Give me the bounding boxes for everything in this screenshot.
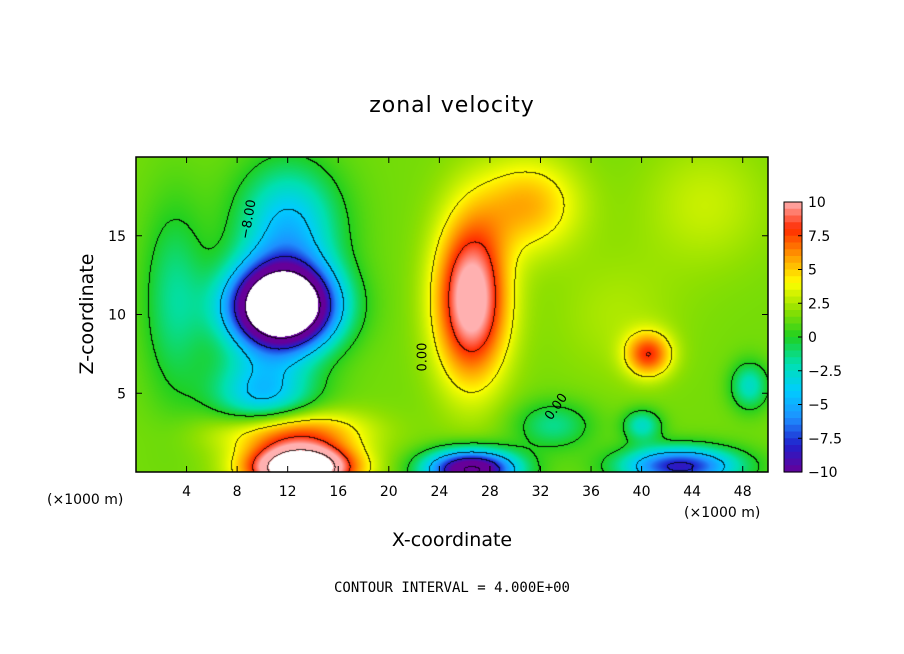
y-axis-label: Z-coordinate <box>76 254 98 375</box>
colorbar-band <box>784 323 802 331</box>
colorbar-band <box>784 465 802 473</box>
contour-interval-note: CONTOUR INTERVAL = 4.000E+00 <box>334 580 570 596</box>
x-tick-label: 12 <box>279 484 297 500</box>
colorbar: 10 7.5 5 2.5 0 −2.5 −5 −7.5 −10 <box>783 195 842 481</box>
x-tick-label: 20 <box>380 484 398 500</box>
x-tick-label: 24 <box>430 484 448 500</box>
colorbar-band <box>784 269 802 277</box>
contour-label: −8.00 <box>238 198 260 240</box>
colorbar-band <box>784 370 802 379</box>
colorbar-band <box>784 357 802 365</box>
colorbar-tick-label: 0 <box>808 330 817 346</box>
colorbar-band <box>784 438 802 446</box>
colorbar-band <box>784 384 802 392</box>
colorbar-band <box>784 215 802 223</box>
colorbar-tick-label: −7.5 <box>808 431 842 447</box>
x-tick-label: 36 <box>582 484 600 500</box>
x-tick-label: 28 <box>481 484 499 500</box>
x-tick-label: 16 <box>329 484 347 500</box>
colorbar-tick-label: −5 <box>808 398 829 414</box>
colorbar-band <box>784 431 802 439</box>
colorbar-tick-label: 5 <box>808 263 817 279</box>
x-units-label-right: (×1000 m) <box>684 505 760 521</box>
colorbar-band <box>784 283 802 291</box>
x-tick-label: 40 <box>633 484 651 500</box>
colorbar-tick-label: 10 <box>808 195 826 211</box>
colorbar-band <box>784 242 802 250</box>
x-axis-ticks: 4 8 12 16 20 24 28 32 36 40 44 48 <box>182 157 752 500</box>
colorbar-band <box>784 310 802 318</box>
colorbar-band <box>784 451 802 460</box>
colorbar-band <box>784 229 802 237</box>
colorbar-band <box>784 208 802 217</box>
colorbar-band <box>784 418 802 426</box>
colorbar-band <box>784 458 802 466</box>
colorbar-band <box>784 202 802 210</box>
colorbar-band <box>784 377 802 385</box>
x-tick-label: 8 <box>233 484 242 500</box>
colorbar-band <box>784 222 802 230</box>
colorbar-band <box>784 337 802 345</box>
chart-title: zonal velocity <box>369 93 535 118</box>
colorbar-band <box>784 262 802 271</box>
colorbar-band <box>784 350 802 358</box>
x-tick-label: 4 <box>182 484 191 500</box>
colorbar-band <box>784 404 802 412</box>
x-units-label-left: (×1000 m) <box>47 492 123 508</box>
colorbar-band <box>784 343 802 352</box>
colorbar-band <box>784 445 802 453</box>
colorbar-band <box>784 289 802 298</box>
colorbar-band <box>784 296 802 304</box>
colorbar-tick-label: −10 <box>808 465 838 481</box>
colorbar-band <box>784 276 802 284</box>
x-tick-label: 32 <box>532 484 550 500</box>
heatmap-image <box>136 157 768 472</box>
y-tick-label: 5 <box>117 386 126 402</box>
x-axis-label: X-coordinate <box>392 529 512 551</box>
colorbar-tick-label: −2.5 <box>808 364 842 380</box>
contour-label: 0.00 <box>416 343 431 372</box>
colorbar-band <box>784 249 802 257</box>
colorbar-band <box>784 411 802 419</box>
colorbar-band <box>784 424 802 433</box>
colorbar-band <box>784 235 802 244</box>
colorbar-band <box>784 316 802 325</box>
colorbar-band <box>784 303 802 311</box>
y-axis-ticks: 5 10 15 <box>108 229 768 402</box>
y-tick-label: 10 <box>108 308 126 324</box>
colorbar-band <box>784 256 802 264</box>
plot-area: −8.000.000.00 <box>135 156 769 473</box>
colorbar-band <box>784 330 802 338</box>
x-tick-label: 44 <box>683 484 701 500</box>
colorbar-band <box>784 364 802 372</box>
colorbar-band <box>784 397 802 406</box>
colorbar-tick-label: 7.5 <box>808 229 830 245</box>
colorbar-band <box>784 391 802 399</box>
colorbar-tick-label: 2.5 <box>808 296 830 312</box>
x-tick-label: 48 <box>734 484 752 500</box>
y-tick-label: 15 <box>108 229 126 245</box>
